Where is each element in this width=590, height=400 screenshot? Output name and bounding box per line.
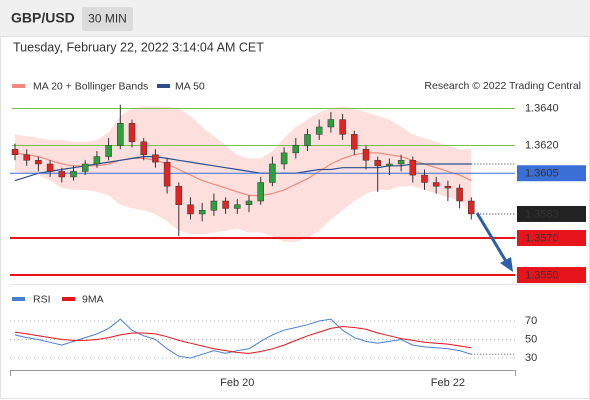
candle-body [374,160,381,167]
candle-body [81,163,89,172]
indicator-line [14,325,472,354]
y-tick-label: 70 [525,315,537,327]
candle-body [93,156,101,165]
candle-body [468,200,475,215]
candle-body [58,171,66,178]
candle-body [280,152,288,165]
candle-body [245,200,253,205]
level-label: 1.3550 [525,269,559,281]
candle-body [444,185,452,189]
level-box [517,267,586,284]
x-tick-label: Feb 20 [220,377,254,389]
legend-swatch [62,297,75,301]
candle-body [362,148,370,161]
x-tick-label: Feb 22 [431,377,465,389]
candle-body [315,126,323,135]
candle-body [339,119,346,135]
legend-label: MA 20 + Bollinger Bands [33,80,148,92]
candle-body [11,148,19,155]
legend-label: MA 50 [175,80,205,92]
legend-swatch [12,297,25,301]
candle-body [210,200,218,211]
candle-body [327,119,335,128]
legend-swatch [157,84,170,88]
level-label: 1.3605 [525,168,559,180]
candle-body [222,200,229,209]
candle-body [128,123,136,143]
candle-body [386,163,393,167]
legend-label: RSI [33,293,51,305]
moving-average [14,156,472,182]
level-box [517,165,586,182]
candle-body [432,182,440,187]
candle-body [187,204,194,215]
candle-body [292,145,300,154]
interval-badge [82,7,133,31]
candle-body [35,160,42,165]
candle-body [152,154,159,163]
candle-body [23,154,30,161]
credit: Research © 2022 Trading Central [424,80,581,92]
candle-body [117,123,124,146]
candle-body [70,171,77,178]
forecast-arrow [475,212,509,264]
candle-body [351,134,358,150]
candle-body [409,160,417,176]
candle-body [175,185,183,205]
candle-body [269,163,276,183]
timestamp: Tuesday, February 22, 2022 3:14:04 AM CE… [13,40,264,54]
candle-body [140,141,147,155]
legend-label: 9MA [82,293,104,305]
level-label: 1.3640 [525,102,559,114]
candle-body [234,204,241,209]
level-label: 1.3570 [525,232,559,244]
candle-body [456,187,463,202]
level-box [517,205,586,222]
forecast-arrowhead [500,257,513,272]
candle-body [105,145,112,157]
candle-body [163,161,171,187]
moving-average [14,152,472,197]
symbol: GBP/USD [11,10,75,26]
level-label: 1.3620 [525,139,559,151]
candle-body [198,210,206,215]
legend-swatch [12,84,25,88]
candle-body [397,160,405,165]
level-box [517,230,586,247]
candle-body [304,134,311,146]
y-tick-label: 50 [525,333,537,345]
level-label: 1.3583 [525,208,559,220]
candle-body [257,182,264,202]
candle-body [421,174,428,183]
y-tick-label: 30 [525,352,537,364]
candle-body [46,163,54,172]
interval: 30 MIN [88,12,127,26]
indicator-line [14,318,472,359]
